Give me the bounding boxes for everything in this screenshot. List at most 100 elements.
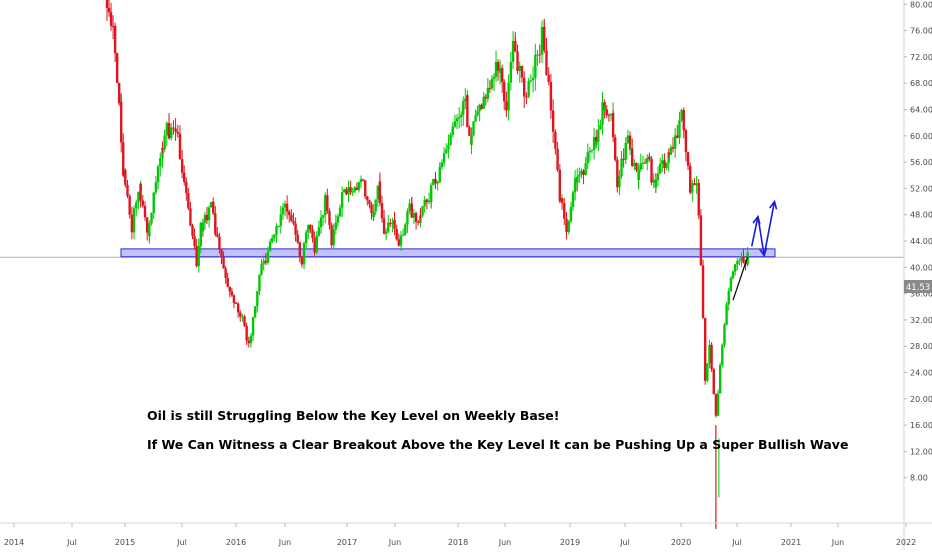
candle-body bbox=[406, 211, 409, 225]
candle-body bbox=[197, 260, 200, 267]
y-tick-label: 24.00 bbox=[910, 369, 932, 378]
candle-body bbox=[470, 135, 473, 145]
candle-body bbox=[304, 232, 308, 244]
candle-body bbox=[580, 170, 583, 175]
candle-body bbox=[429, 185, 433, 202]
candle-body bbox=[355, 187, 359, 190]
candle-body bbox=[178, 143, 182, 160]
candle-body bbox=[525, 96, 528, 98]
candle-body bbox=[663, 160, 666, 168]
candle-body bbox=[309, 224, 312, 230]
candle-body bbox=[271, 237, 274, 242]
candle-body bbox=[667, 152, 670, 155]
annotation-line-2: If We Can Witness a Clear Breakout Above… bbox=[147, 437, 848, 452]
candle-body bbox=[514, 45, 517, 52]
candle-body bbox=[311, 229, 314, 238]
candle-body bbox=[154, 182, 158, 193]
candle-body bbox=[603, 109, 606, 111]
candle-body bbox=[328, 210, 331, 226]
candle-body bbox=[378, 181, 382, 203]
candle-body bbox=[686, 152, 690, 166]
candle-body bbox=[571, 192, 575, 208]
x-tick-label: Jul bbox=[731, 538, 742, 547]
candle-body bbox=[712, 369, 715, 395]
candle-body bbox=[445, 149, 448, 154]
candle-body bbox=[449, 134, 452, 145]
candle-body bbox=[742, 256, 745, 263]
candle-body bbox=[326, 195, 329, 211]
candle-body bbox=[384, 231, 388, 233]
candle-body bbox=[569, 207, 573, 222]
candle-body bbox=[288, 211, 291, 216]
candle-body bbox=[490, 78, 494, 89]
candle-body bbox=[646, 157, 649, 163]
candle-body bbox=[671, 147, 675, 149]
candle-body bbox=[682, 122, 685, 131]
candle-body bbox=[558, 169, 562, 202]
candle-body bbox=[516, 51, 519, 71]
candle-body bbox=[159, 158, 162, 167]
candle-body bbox=[554, 131, 557, 149]
candle-body bbox=[224, 268, 227, 278]
candle-body bbox=[453, 121, 457, 127]
candle-body bbox=[258, 274, 261, 292]
candle-body bbox=[172, 127, 175, 129]
candle-body bbox=[595, 141, 598, 145]
candle-body bbox=[656, 173, 660, 181]
candles bbox=[105, 0, 749, 529]
candle-body bbox=[216, 234, 219, 237]
candle-body bbox=[307, 224, 310, 233]
candle-body bbox=[234, 302, 238, 304]
candle-body bbox=[163, 135, 166, 150]
candle-body bbox=[563, 203, 566, 219]
candle-body bbox=[300, 257, 304, 265]
candle-body bbox=[676, 135, 679, 138]
candle-body bbox=[180, 159, 184, 173]
last-price-badge-bg bbox=[904, 280, 932, 293]
candle-body bbox=[626, 135, 630, 143]
candle-body bbox=[137, 191, 140, 203]
candle-body bbox=[614, 137, 617, 160]
y-tick-label: 76.00 bbox=[910, 27, 932, 36]
candle-body bbox=[253, 306, 257, 318]
y-tick-label: 72.00 bbox=[910, 53, 932, 62]
candle-body bbox=[588, 150, 592, 153]
candle-body bbox=[145, 217, 149, 233]
candle-body bbox=[599, 124, 602, 130]
candle-body bbox=[397, 239, 401, 246]
candle-body bbox=[620, 158, 623, 177]
candle-body bbox=[359, 179, 363, 183]
candle-body bbox=[661, 160, 664, 165]
candle-body bbox=[578, 174, 581, 177]
candle-body bbox=[560, 198, 564, 204]
candle-body bbox=[536, 54, 539, 56]
candle-body bbox=[706, 363, 709, 381]
candle-body bbox=[556, 148, 559, 170]
candle-body bbox=[547, 74, 550, 82]
candle-body bbox=[543, 27, 546, 51]
candle-body bbox=[582, 170, 585, 176]
x-tick-label: 2022 bbox=[896, 538, 916, 547]
candle-body bbox=[476, 111, 479, 116]
candle-body bbox=[302, 243, 306, 265]
x-tick-label: 2014 bbox=[4, 538, 24, 547]
x-tick-label: 2019 bbox=[560, 538, 580, 547]
candle-body bbox=[701, 265, 705, 319]
candle-body bbox=[366, 196, 369, 201]
candle-body bbox=[511, 40, 515, 62]
key-level-zone bbox=[120, 248, 776, 258]
candle-body bbox=[595, 136, 598, 145]
candle-body bbox=[317, 227, 321, 236]
candle-body bbox=[135, 202, 138, 209]
candle-body bbox=[334, 222, 338, 230]
candle-body bbox=[505, 101, 508, 111]
candle-body bbox=[507, 96, 510, 111]
x-tick-label: Jun bbox=[831, 538, 845, 547]
y-tick-label: 40.00 bbox=[910, 263, 932, 272]
candle-body bbox=[199, 222, 202, 247]
candle-body bbox=[438, 166, 442, 172]
candle-body bbox=[156, 166, 160, 183]
x-tick-label: Jun bbox=[278, 538, 292, 547]
candle-body bbox=[197, 246, 200, 261]
